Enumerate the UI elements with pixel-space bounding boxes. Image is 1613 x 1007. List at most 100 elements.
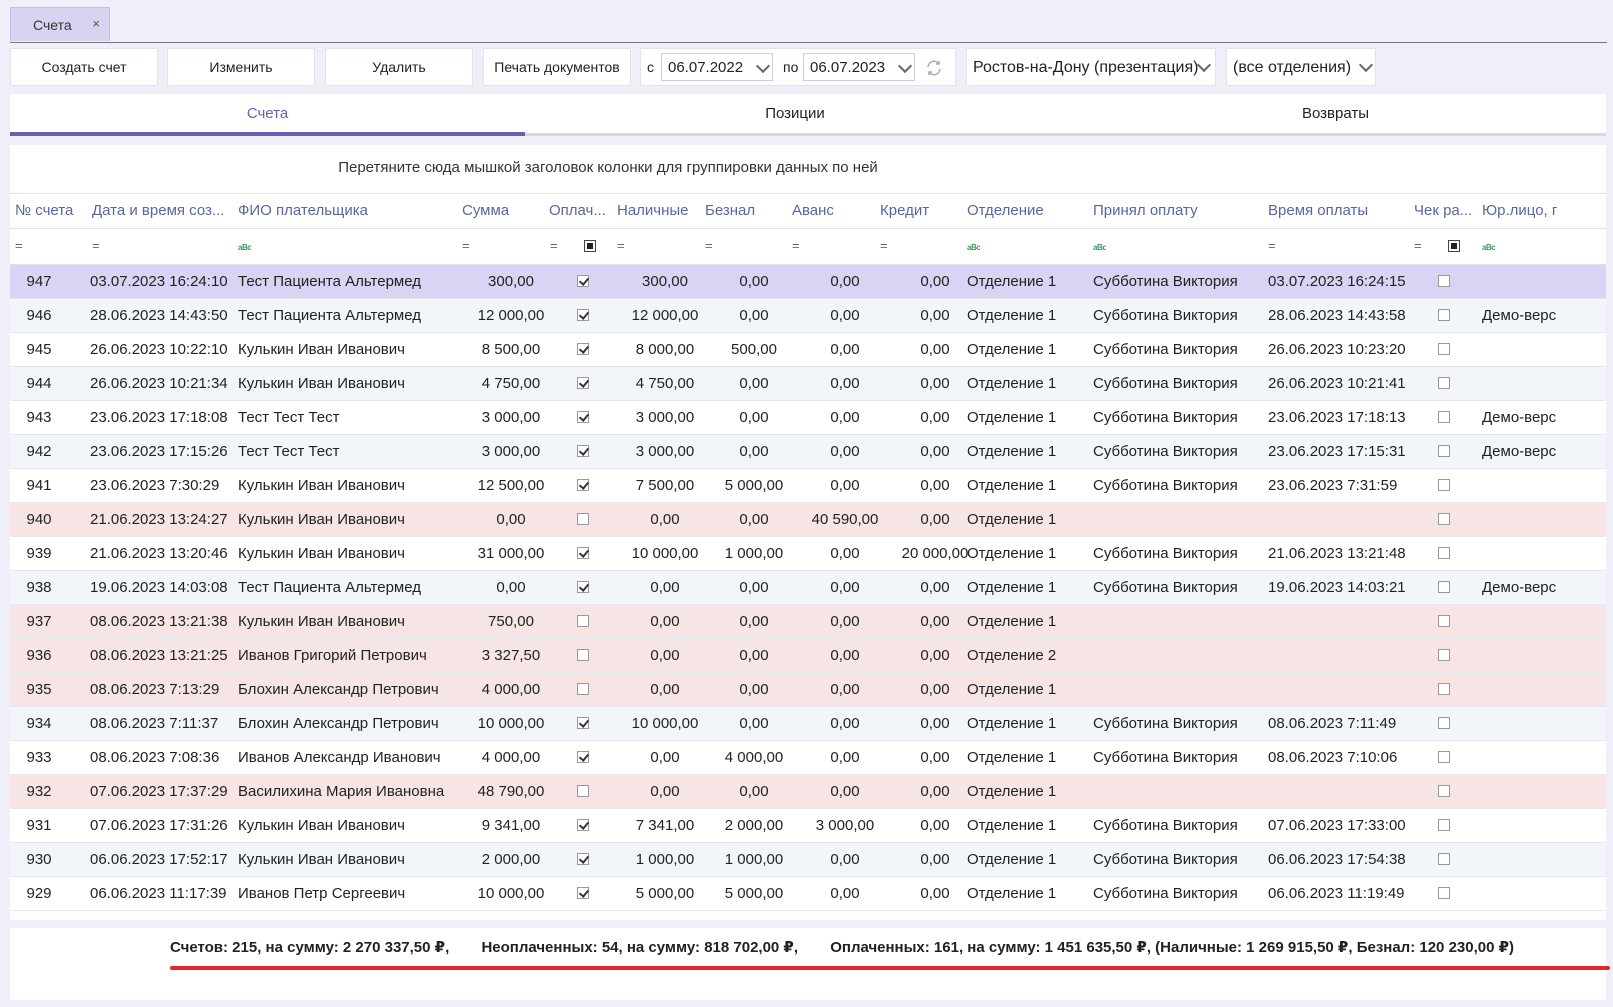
table-row[interactable]: 933 08.06.2023 7:08:36 Иванов Александр Ив… xyxy=(10,741,1606,775)
chevron-down-icon[interactable] xyxy=(897,58,913,74)
cell-payer: Тест Тест Тест xyxy=(238,409,340,426)
cell-dept: Отделение 1 xyxy=(967,579,1057,596)
department-select[interactable]: (все отделения) xyxy=(1226,48,1376,86)
cell-credit: 0,00 xyxy=(920,511,950,528)
filter-equals-icon[interactable]: = xyxy=(880,238,888,253)
table-row[interactable]: 941 23.06.2023 7:30:29 Кулькин Иван Иванов… xyxy=(10,469,1606,503)
cell-created: 23.06.2023 17:15:26 xyxy=(90,443,228,460)
column-header-receipt[interactable]: Чек ра... xyxy=(1414,202,1473,219)
filter-equals-icon[interactable]: = xyxy=(792,238,800,253)
cell-card: 5 000,00 xyxy=(724,477,784,494)
column-header-paid_at[interactable]: Время оплаты xyxy=(1268,202,1369,219)
cell-card: 0,00 xyxy=(739,579,769,596)
column-header-payer[interactable]: ФИО плательщика xyxy=(238,202,368,219)
tab-invoices-label: Счета xyxy=(246,105,289,122)
cell-created: 06.06.2023 11:17:39 xyxy=(90,885,227,902)
table-row[interactable]: 946 28.06.2023 14:43:50 Тест Пациента Альт… xyxy=(10,299,1606,333)
filter-equals-icon[interactable]: = xyxy=(617,238,625,253)
cell-credit: 0,00 xyxy=(920,647,950,664)
receipt-checkbox xyxy=(1414,741,1474,774)
table-row[interactable]: 930 06.06.2023 17:52:17 Кулькин Иван Ивано… xyxy=(10,843,1606,877)
cell-dept: Отделение 1 xyxy=(967,851,1057,868)
table-row[interactable]: 945 26.06.2023 10:22:10 Кулькин Иван Ивано… xyxy=(10,333,1606,367)
cell-paid_at: 07.06.2023 17:33:00 xyxy=(1268,817,1406,834)
close-icon[interactable]: × xyxy=(92,16,100,31)
paid-checkbox xyxy=(552,571,614,604)
column-header-legal[interactable]: Юр.лицо, г xyxy=(1482,202,1558,219)
cell-legal xyxy=(1482,265,1606,298)
table-row[interactable]: 942 23.06.2023 17:15:26 Тест Тест Тест 3 00… xyxy=(10,435,1606,469)
summary-footer: Счетов: 215, на сумму: 2 270 337,50 ₽, Н… xyxy=(10,928,1610,1000)
document-tab-bar: Счета × xyxy=(0,0,1613,43)
cell-legal xyxy=(1482,605,1606,638)
refresh-icon[interactable] xyxy=(925,59,943,77)
chevron-down-icon[interactable] xyxy=(1196,57,1212,73)
filter-checkbox[interactable] xyxy=(1448,229,1460,264)
filter-equals-icon[interactable]: = xyxy=(550,238,558,253)
table-row[interactable]: 944 26.06.2023 10:21:34 Кулькин Иван Ивано… xyxy=(10,367,1606,401)
filter-text-icon[interactable]: aBc xyxy=(1482,243,1496,252)
delete-button[interactable]: Удалить xyxy=(325,48,473,86)
cell-advance: 0,00 xyxy=(830,579,860,596)
cell-paid_at xyxy=(1268,775,1414,808)
filter-equals-icon[interactable]: = xyxy=(15,238,23,253)
column-header-num[interactable]: № счета xyxy=(15,202,74,219)
filter-equals-icon[interactable]: = xyxy=(462,238,470,253)
filter-equals-icon[interactable]: = xyxy=(705,238,713,253)
print-documents-button[interactable]: Печать документов xyxy=(483,48,631,86)
document-tab-invoices[interactable]: Счета × xyxy=(10,7,110,41)
table-row[interactable]: 940 21.06.2023 13:24:27 Кулькин Иван Ивано… xyxy=(10,503,1606,537)
filter-equals-icon[interactable]: = xyxy=(1268,238,1276,253)
column-header-cashier[interactable]: Принял оплату xyxy=(1093,202,1198,219)
cell-advance: 0,00 xyxy=(830,409,860,426)
cell-cashier: Субботина Виктория xyxy=(1093,579,1238,596)
chevron-down-icon[interactable] xyxy=(1358,57,1374,73)
cell-paid_at: 19.06.2023 14:03:21 xyxy=(1268,579,1406,596)
filter-equals-icon[interactable]: = xyxy=(92,238,100,253)
filter-text-icon[interactable]: aBc xyxy=(238,243,252,252)
city-select[interactable]: Ростов-на-Дону (презентация) xyxy=(966,48,1216,86)
edit-button[interactable]: Изменить xyxy=(167,48,315,86)
table-row[interactable]: 934 08.06.2023 7:11:37 Блохин Александр Пе… xyxy=(10,707,1606,741)
filter-equals-icon[interactable]: = xyxy=(1414,238,1422,253)
date-from-input[interactable]: 06.07.2022 xyxy=(661,53,773,81)
chevron-down-icon[interactable] xyxy=(755,58,771,74)
table-row[interactable]: 947 03.07.2023 16:24:10 Тест Пациента Альт… xyxy=(10,265,1606,299)
filter-text-icon[interactable]: aBc xyxy=(1093,243,1107,252)
cell-num: 939 xyxy=(26,545,52,562)
cell-payer: Иванов Григорий Петрович xyxy=(238,647,427,664)
date-to-input[interactable]: 06.07.2023 xyxy=(803,53,915,81)
table-row[interactable]: 939 21.06.2023 13:20:46 Кулькин Иван Ивано… xyxy=(10,537,1606,571)
column-header-card[interactable]: Безнал xyxy=(705,202,756,219)
cell-card: 0,00 xyxy=(739,273,769,290)
cell-payer: Тест Пациента Альтермед xyxy=(238,579,421,596)
column-header-sum[interactable]: Сумма xyxy=(462,202,510,219)
table-row[interactable]: 938 19.06.2023 14:03:08 Тест Пациента Альт… xyxy=(10,571,1606,605)
column-header-paid[interactable]: Оплач... xyxy=(549,202,606,219)
table-row[interactable]: 936 08.06.2023 13:21:25 Иванов Григорий Пе… xyxy=(10,639,1606,673)
table-row[interactable]: 937 08.06.2023 13:21:38 Кулькин Иван Ивано… xyxy=(10,605,1606,639)
table-row[interactable]: 931 07.06.2023 17:31:26 Кулькин Иван Ивано… xyxy=(10,809,1606,843)
table-row[interactable]: 929 06.06.2023 11:17:39 Иванов Петр Сергее… xyxy=(10,877,1606,911)
cell-credit: 0,00 xyxy=(920,783,950,800)
column-header-dept[interactable]: Отделение xyxy=(967,202,1044,219)
filter-text-icon[interactable]: aBc xyxy=(967,243,981,252)
cell-dept: Отделение 1 xyxy=(967,613,1057,630)
group-panel-hint[interactable]: Перетяните сюда мышкой заголовок колонки… xyxy=(338,159,878,176)
create-invoice-button[interactable]: Создать счет xyxy=(10,48,158,86)
table-row[interactable]: 932 07.06.2023 17:37:29 Василихина Мария И… xyxy=(10,775,1606,809)
cell-credit: 0,00 xyxy=(920,579,950,596)
tab-positions[interactable]: Позиции xyxy=(525,94,1065,136)
cell-legal xyxy=(1482,707,1606,740)
column-header-created[interactable]: Дата и время соз... xyxy=(92,202,225,219)
tab-invoices[interactable]: Счета xyxy=(10,94,525,136)
filter-checkbox[interactable] xyxy=(584,229,596,264)
receipt-checkbox xyxy=(1414,571,1474,604)
table-row[interactable]: 943 23.06.2023 17:18:08 Тест Тест Тест 3 00… xyxy=(10,401,1606,435)
column-header-cash[interactable]: Наличные xyxy=(617,202,689,219)
column-header-advance[interactable]: Аванс xyxy=(792,202,834,219)
table-row[interactable]: 935 08.06.2023 7:13:29 Блохин Александр Пе… xyxy=(10,673,1606,707)
cell-card: 0,00 xyxy=(739,681,769,698)
column-header-credit[interactable]: Кредит xyxy=(880,202,930,219)
tab-returns[interactable]: Возвраты xyxy=(1065,94,1606,136)
